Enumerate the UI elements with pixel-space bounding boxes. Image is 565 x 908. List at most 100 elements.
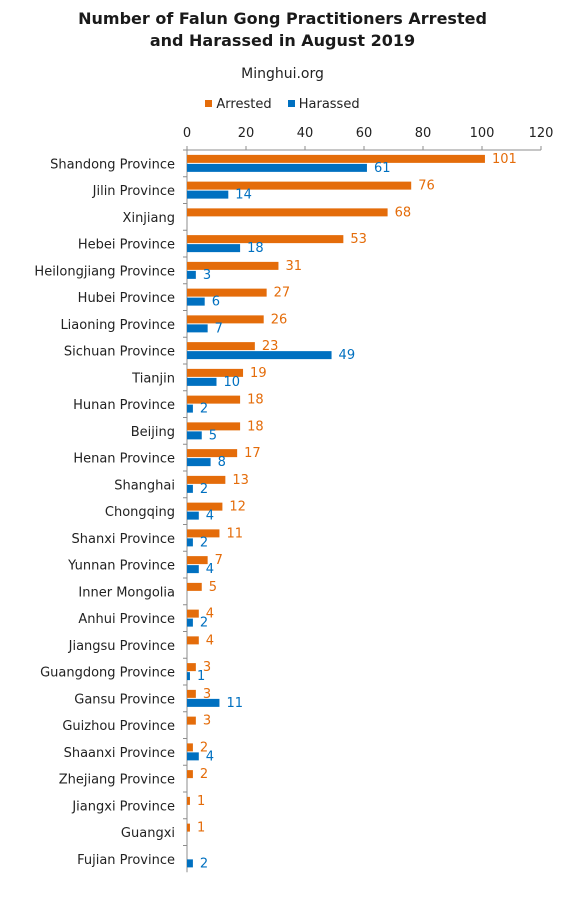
- data-label-arrested: 4: [206, 633, 214, 648]
- bar-harassed: [187, 484, 193, 493]
- data-label-arrested: 18: [247, 419, 264, 434]
- bar-arrested: [187, 288, 267, 297]
- data-label-harassed: 4: [206, 509, 214, 524]
- bar-harassed: [187, 698, 220, 707]
- data-label-harassed: 61: [374, 161, 391, 176]
- bar-arrested: [187, 449, 238, 458]
- bar-arrested: [187, 529, 220, 538]
- category-label: Yunnan Province: [67, 559, 175, 574]
- bar-harassed: [187, 618, 193, 627]
- bar-arrested: [187, 181, 412, 190]
- category-label: Shandong Province: [50, 157, 175, 172]
- bar-harassed: [187, 351, 332, 360]
- category-label: Inner Mongolia: [78, 585, 175, 600]
- category-label: Liaoning Province: [60, 318, 175, 333]
- bar-arrested: [187, 689, 196, 698]
- legend-swatch-harassed: [287, 100, 295, 107]
- x-tick-label: 100: [470, 126, 495, 141]
- bar-harassed: [187, 672, 190, 681]
- data-label-harassed: 49: [339, 348, 356, 363]
- bar-harassed: [187, 565, 199, 574]
- category-label: Guangxi: [121, 826, 175, 841]
- data-label-harassed: 2: [200, 482, 208, 497]
- bar-harassed: [187, 752, 199, 761]
- data-label-arrested: 26: [271, 312, 288, 327]
- category-label: Guizhou Province: [62, 719, 175, 734]
- bar-arrested: [187, 823, 190, 832]
- bar-arrested: [187, 609, 199, 618]
- data-label-arrested: 3: [203, 687, 211, 702]
- bar-harassed: [187, 458, 211, 467]
- category-label: Sichuan Province: [64, 345, 175, 360]
- bar-arrested: [187, 475, 226, 484]
- data-label-arrested: 7: [215, 553, 223, 568]
- chart-title: Number of Falun Gong Practitioners Arres…: [0, 8, 565, 52]
- bar-harassed: [187, 377, 217, 386]
- category-label: Jiangxi Province: [71, 799, 175, 814]
- x-tick-label: 60: [356, 126, 373, 141]
- x-tick-label: 80: [415, 126, 432, 141]
- bar-arrested: [187, 796, 190, 805]
- data-label-harassed: 6: [212, 295, 220, 310]
- bar-harassed: [187, 324, 208, 333]
- bar-arrested: [187, 770, 193, 779]
- category-label: Hunan Province: [73, 398, 175, 413]
- data-label-arrested: 31: [285, 259, 302, 274]
- bar-arrested: [187, 582, 202, 591]
- data-label-arrested: 2: [200, 740, 208, 755]
- data-label-harassed: 2: [200, 402, 208, 417]
- data-label-harassed: 14: [235, 188, 252, 203]
- category-label: Gansu Province: [74, 692, 175, 707]
- category-label: Guangdong Province: [40, 666, 175, 681]
- category-label: Shaanxi Province: [64, 746, 175, 761]
- category-label: Hebei Province: [78, 238, 175, 253]
- bar-harassed: [187, 297, 205, 306]
- data-label-arrested: 4: [206, 607, 214, 622]
- bar-harassed: [187, 244, 241, 253]
- data-label-arrested: 68: [395, 205, 412, 220]
- bar-harassed: [187, 538, 193, 547]
- bar-arrested: [187, 743, 193, 752]
- data-label-harassed: 4: [206, 749, 214, 764]
- data-label-harassed: 5: [209, 428, 217, 443]
- bar-harassed: [187, 163, 367, 172]
- bar-harassed: [187, 859, 193, 868]
- bar-arrested: [187, 663, 196, 672]
- data-label-harassed: 11: [226, 696, 243, 711]
- data-label-harassed: 1: [197, 669, 205, 684]
- data-label-arrested: 2: [200, 767, 208, 782]
- category-label: Heilongjiang Province: [34, 264, 175, 279]
- data-label-arrested: 3: [203, 660, 211, 675]
- bar-arrested: [187, 154, 485, 163]
- data-label-arrested: 1: [197, 794, 205, 809]
- data-label-harassed: 8: [218, 455, 226, 470]
- bar-arrested: [187, 342, 255, 351]
- bar-arrested: [187, 422, 241, 431]
- category-label: Zhejiang Province: [59, 773, 175, 788]
- x-tick-label: 20: [238, 126, 255, 141]
- category-label: Chongqing: [105, 505, 175, 520]
- data-label-arrested: 5: [209, 580, 217, 595]
- bar-arrested: [187, 556, 208, 565]
- bar-harassed: [187, 404, 193, 413]
- bar-harassed: [187, 511, 199, 520]
- category-label: Tianjin: [131, 371, 175, 386]
- data-label-arrested: 101: [492, 152, 517, 167]
- category-label: Jiangsu Province: [68, 639, 175, 654]
- chart-subtitle: Minghui.org: [241, 66, 324, 82]
- legend-swatch-arrested: [205, 100, 213, 107]
- x-tick-label: 40: [297, 126, 314, 141]
- data-label-harassed: 18: [247, 241, 264, 256]
- legend-item-harassed: Harassed: [287, 97, 360, 112]
- data-label-arrested: 23: [262, 339, 279, 354]
- category-label: Fujian Province: [77, 853, 175, 868]
- bar-arrested: [187, 208, 388, 217]
- bar-arrested: [187, 315, 264, 324]
- category-label: Henan Province: [73, 452, 175, 467]
- x-tick-label: 120: [529, 126, 554, 141]
- data-label-arrested: 12: [229, 500, 246, 515]
- chart-title-line-1: Number of Falun Gong Practitioners Arres…: [78, 9, 487, 28]
- data-label-harassed: 2: [200, 535, 208, 550]
- data-label-arrested: 13: [232, 473, 249, 488]
